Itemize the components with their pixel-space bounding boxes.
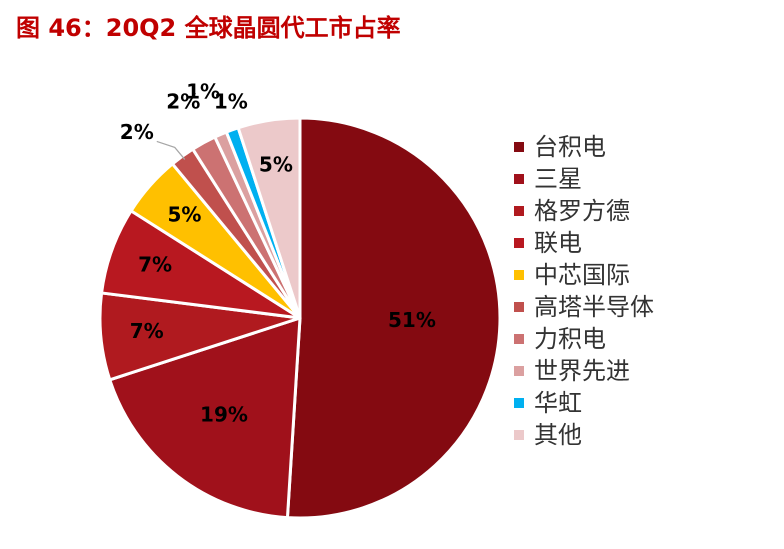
data-label-5: 5% — [167, 203, 201, 227]
leader-line-6 — [156, 140, 186, 160]
data-label-3: 7% — [130, 319, 164, 343]
legend-label: 中芯国际 — [534, 261, 630, 289]
data-labels: 51%19%7%7%5%2%2%1%1%5% — [120, 80, 436, 427]
legend-label: 台积电 — [534, 133, 606, 161]
legend-label: 格罗方德 — [534, 197, 630, 225]
legend-swatch — [514, 430, 524, 440]
legend-item: 三星 — [514, 163, 654, 195]
legend-item: 力积电 — [514, 323, 654, 355]
legend-label: 高塔半导体 — [534, 293, 654, 321]
data-label-7: 2% — [166, 89, 200, 113]
legend-label: 华虹 — [534, 389, 582, 417]
legend-swatch — [514, 142, 524, 152]
legend-item: 高塔半导体 — [514, 291, 654, 323]
data-label-2: 19% — [200, 402, 248, 426]
legend-label: 其他 — [534, 421, 582, 449]
data-label-4: 7% — [138, 252, 172, 276]
legend-label: 三星 — [534, 165, 582, 193]
legend-swatch — [514, 238, 524, 248]
pie-slice-1 — [285, 116, 502, 520]
legend-swatch — [514, 366, 524, 376]
data-label-6: 2% — [120, 120, 154, 144]
data-label-1: 51% — [388, 308, 436, 332]
legend-item: 联电 — [514, 227, 654, 259]
legend-swatch — [514, 334, 524, 344]
pie-slice-2 — [108, 316, 302, 520]
legend-item: 台积电 — [514, 131, 654, 163]
legend-label: 力积电 — [534, 325, 606, 353]
legend-swatch — [514, 398, 524, 408]
data-label-9: 1% — [214, 90, 248, 114]
pie-slice-10 — [236, 116, 302, 320]
legend-swatch — [514, 270, 524, 280]
legend-item: 格罗方德 — [514, 195, 654, 227]
legend-item: 华虹 — [514, 387, 654, 419]
legend-label: 联电 — [534, 229, 582, 257]
leader-lines — [156, 140, 186, 160]
legend-swatch — [514, 302, 524, 312]
legend-item: 世界先进 — [514, 355, 654, 387]
legend-item: 中芯国际 — [514, 259, 654, 291]
data-label-10: 5% — [259, 152, 293, 176]
legend-label: 世界先进 — [534, 357, 630, 385]
pie-slices — [98, 116, 502, 520]
legend-swatch — [514, 174, 524, 184]
legend-swatch — [514, 206, 524, 216]
chart-title: 图 46：20Q2 全球晶圆代工市占率 — [16, 14, 401, 42]
legend: 台积电三星格罗方德联电中芯国际高塔半导体力积电世界先进华虹其他 — [514, 131, 654, 451]
legend-item: 其他 — [514, 419, 654, 451]
data-label-8: 1% — [186, 80, 220, 104]
